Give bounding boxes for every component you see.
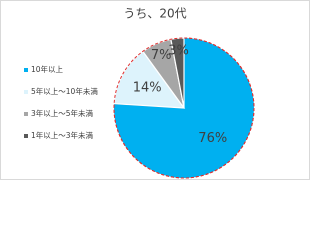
legend-marker bbox=[24, 68, 28, 72]
legend-marker bbox=[24, 90, 28, 94]
data-label: 3% bbox=[168, 43, 189, 58]
legend-marker bbox=[24, 134, 28, 138]
chart-title: うち、20代 bbox=[123, 7, 186, 21]
legend-label: 1年以上～3年未満 bbox=[31, 130, 94, 140]
chart: うち、20代 76% 14% 7%3% 10年以上 5年以上～10年未満 3年以上～5年未… bbox=[0, 0, 310, 180]
data-label: 7% bbox=[151, 48, 172, 63]
data-label: 14% bbox=[133, 80, 162, 95]
pie-outline bbox=[113, 37, 255, 179]
legend-label: 10年以上 bbox=[31, 64, 64, 74]
legend-label: 5年以上～10年未満 bbox=[31, 86, 98, 96]
legend-marker bbox=[24, 112, 28, 116]
data-label: 76% bbox=[198, 131, 227, 146]
legend-label: 3年以上～5年未満 bbox=[31, 108, 94, 118]
